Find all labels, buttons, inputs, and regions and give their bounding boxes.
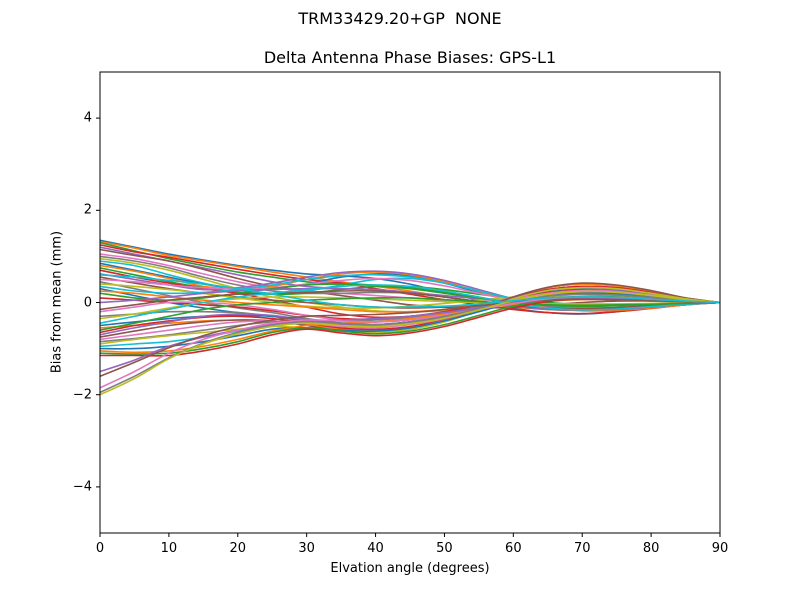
x-tick-label: 90: [711, 541, 729, 556]
x-tick-label: 30: [298, 541, 315, 556]
y-tick-label: 0: [83, 295, 92, 310]
figure-suptitle: TRM33429.20+GP NONE: [298, 9, 502, 28]
x-tick-label: 70: [573, 541, 591, 556]
axes-title: Delta Antenna Phase Biases: GPS-L1: [263, 48, 557, 67]
series-line-s41: [99, 292, 721, 350]
y-tick-label: −4: [72, 479, 92, 495]
series-line-s30: [99, 284, 721, 324]
series-line-s34: [99, 285, 721, 334]
series-line-s06: [99, 248, 721, 309]
x-tick-label: 60: [505, 541, 522, 556]
y-tick-label: 2: [83, 202, 92, 218]
series-line-s33: [99, 296, 721, 331]
x-tick-label: 50: [436, 541, 453, 556]
series-line-s39: [99, 286, 721, 345]
x-tick-label: 80: [642, 541, 660, 556]
y-tick-label: 4: [83, 110, 92, 126]
series-line-s45: [99, 297, 721, 373]
series-line-s48: [99, 293, 721, 394]
y-tick-label: −2: [72, 387, 92, 403]
series-line-s23: [99, 283, 721, 308]
x-tick-label: 40: [367, 541, 384, 556]
x-tick-label: 0: [95, 541, 105, 556]
x-axis-label: Elvation angle (degrees): [330, 561, 490, 576]
series-line-s35: [99, 286, 721, 336]
axis-ticks: [96, 117, 721, 537]
x-tick-label: 20: [229, 541, 247, 556]
series-line-s26: [99, 289, 721, 311]
series-line-s49: [99, 290, 721, 396]
series-line-s37: [99, 289, 721, 341]
data-lines: [99, 239, 721, 396]
series-line-s12: [99, 264, 721, 312]
y-axis-label: Bias from mean (mm): [49, 230, 65, 374]
x-tick-label: 10: [160, 541, 178, 556]
series-line-s46: [99, 298, 721, 378]
series-line-s50: [99, 274, 721, 309]
series-line-s04: [99, 244, 721, 315]
